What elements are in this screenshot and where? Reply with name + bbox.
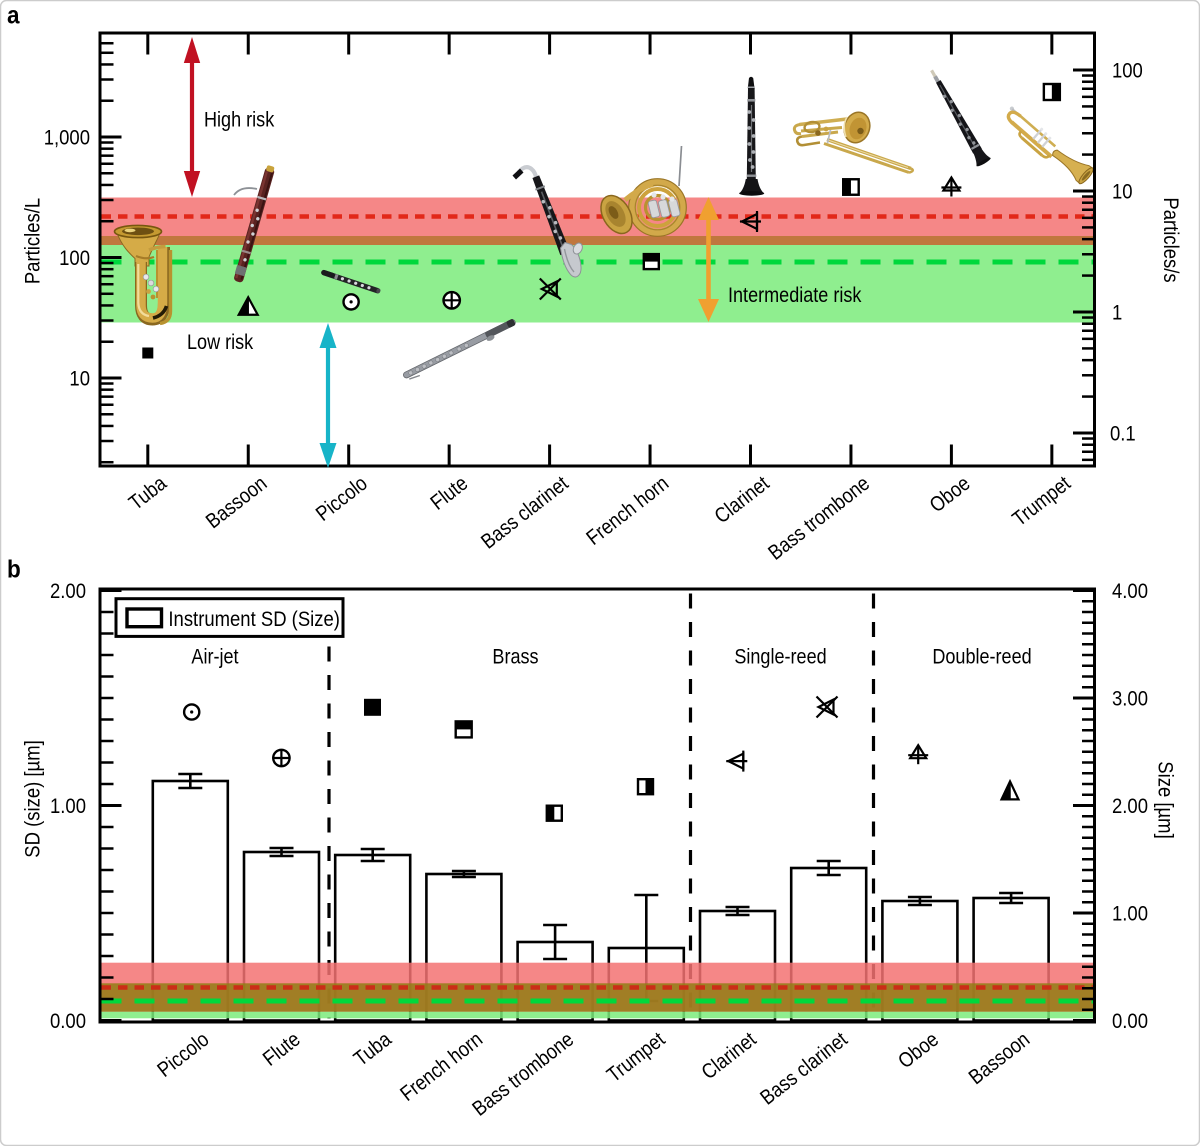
- svg-text:Double-reed: Double-reed: [932, 645, 1031, 669]
- svg-text:1,000: 1,000: [44, 126, 90, 150]
- svg-text:100: 100: [1112, 59, 1143, 83]
- svg-text:1: 1: [1112, 301, 1122, 325]
- svg-text:Particles/s: Particles/s: [1159, 197, 1183, 282]
- svg-text:2.00: 2.00: [1112, 795, 1148, 819]
- svg-text:a: a: [7, 1, 20, 29]
- svg-text:b: b: [7, 555, 21, 583]
- svg-text:1.00: 1.00: [1112, 902, 1148, 926]
- svg-text:4.00: 4.00: [1112, 580, 1148, 604]
- svg-text:100: 100: [59, 247, 90, 271]
- svg-text:High risk: High risk: [204, 108, 274, 132]
- svg-text:1.00: 1.00: [50, 795, 86, 819]
- svg-text:3.00: 3.00: [1112, 687, 1148, 711]
- svg-text:10: 10: [1112, 180, 1133, 204]
- svg-text:Brass: Brass: [492, 645, 538, 669]
- svg-text:Particles/L: Particles/L: [21, 198, 45, 284]
- svg-text:0.00: 0.00: [1112, 1010, 1148, 1034]
- svg-text:Air-jet: Air-jet: [191, 645, 239, 669]
- svg-text:0.00: 0.00: [50, 1010, 86, 1034]
- svg-text:Single-reed: Single-reed: [734, 645, 826, 669]
- svg-text:2.00: 2.00: [50, 580, 86, 604]
- svg-text:Intermediate risk: Intermediate risk: [728, 284, 862, 308]
- svg-text:0.1: 0.1: [1110, 422, 1136, 446]
- svg-text:10: 10: [69, 367, 90, 391]
- svg-text:Size [µm]: Size [µm]: [1153, 761, 1177, 838]
- svg-text:Low risk: Low risk: [187, 331, 253, 355]
- svg-text:SD (size) [µm]: SD (size) [µm]: [21, 740, 45, 857]
- svg-text:Instrument SD (Size): Instrument SD (Size): [168, 608, 340, 632]
